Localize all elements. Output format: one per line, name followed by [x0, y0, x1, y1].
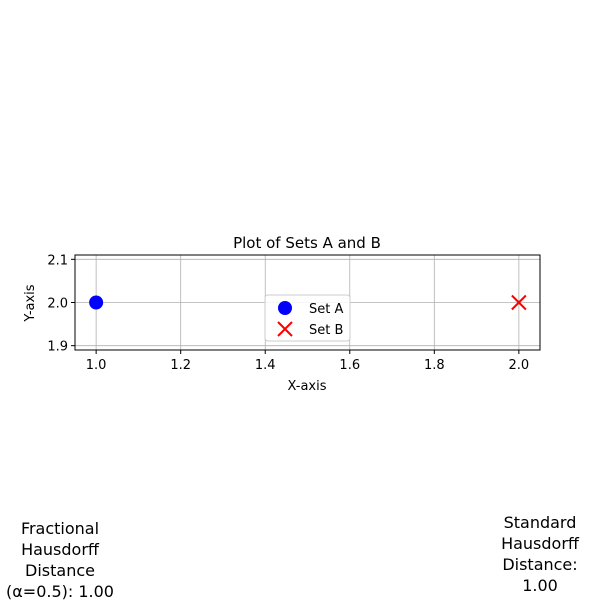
x-tick-label: 1.2	[170, 358, 191, 373]
x-tick-label: 1.4	[255, 358, 276, 373]
x-tick-label: 1.6	[339, 358, 360, 373]
fractional-line-1: Fractional	[20, 519, 100, 538]
standard-line-4: 1.00	[522, 576, 558, 595]
legend-label-set-b: Set B	[309, 323, 343, 338]
standard-line-2: Hausdorff	[501, 534, 579, 553]
x-tick-label: 1.0	[86, 358, 107, 373]
standard-line-1: Standard	[503, 513, 577, 532]
fractional-line-4: (α=0.5): 1.00	[6, 582, 114, 601]
fractional-line-3: Distance	[25, 561, 95, 580]
legend-marker-set-b	[277, 321, 293, 337]
legend: Set A Set B	[264, 294, 351, 342]
chart-title: Plot of Sets A and B	[233, 234, 381, 252]
y-tick-label: 2.1	[47, 253, 68, 268]
set-a-point	[89, 295, 104, 310]
y-tick-label: 2.0	[47, 297, 68, 312]
legend-marker-set-a	[278, 301, 292, 315]
x-axis-label: X-axis	[288, 379, 327, 394]
y-axis-label: Y-axis	[23, 284, 38, 322]
data-markers	[89, 294, 527, 311]
legend-label-set-a: Set A	[309, 302, 343, 317]
x-tick-label: 1.8	[424, 358, 445, 373]
y-tick-label: 1.9	[47, 340, 68, 355]
standard-line-3: Distance:	[502, 555, 578, 574]
fractional-hausdorff-annotation: Fractional Hausdorff Distance (α=0.5): 1…	[0, 518, 160, 602]
standard-hausdorff-annotation: Standard Hausdorff Distance: 1.00	[440, 512, 600, 596]
x-tick-label: 2.0	[509, 358, 530, 373]
axis-ticks: 1.0 1.2 1.4 1.6 1.8 2.0 1.9 2.0 2.1	[47, 253, 529, 373]
fractional-line-2: Hausdorff	[21, 540, 99, 559]
set-b-point	[511, 294, 527, 311]
